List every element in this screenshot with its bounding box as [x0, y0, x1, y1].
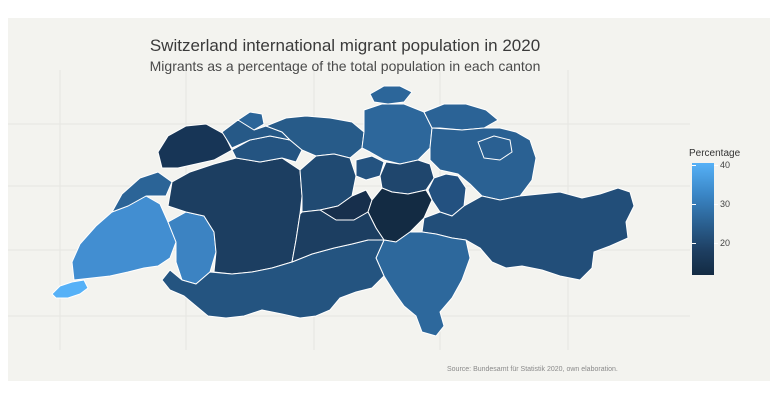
legend-tick-mark	[692, 165, 696, 166]
legend-colorbar	[692, 163, 714, 275]
legend-tick-label: 40	[720, 160, 731, 170]
canton-region	[477, 135, 513, 161]
legend-tick-label: 20	[720, 238, 731, 248]
map-title: Switzerland international migrant popula…	[149, 36, 541, 55]
canton-region	[421, 187, 635, 281]
canton-region	[423, 103, 499, 131]
legend-tick-mark	[714, 165, 718, 166]
legend-tick-mark	[692, 243, 696, 244]
canton-region	[375, 231, 471, 337]
canton-region	[51, 279, 89, 299]
legend-tick-mark	[714, 243, 718, 244]
canton-region	[361, 103, 433, 165]
legend-tick-mark	[692, 204, 696, 205]
legend-tick-mark	[714, 204, 718, 205]
canton-region	[157, 123, 233, 169]
canton-region	[291, 209, 385, 263]
canton-region	[265, 115, 365, 159]
canton-region	[71, 195, 177, 281]
legend-title: Percentage	[689, 148, 741, 159]
canton-region	[369, 85, 413, 105]
canton-region	[379, 159, 435, 195]
source-caption: Source: Bundesamt für Statistik 2020, ow…	[447, 366, 618, 373]
map-subtitle: Migrants as a percentage of the total po…	[149, 58, 541, 74]
legend-tick-label: 30	[720, 199, 731, 209]
